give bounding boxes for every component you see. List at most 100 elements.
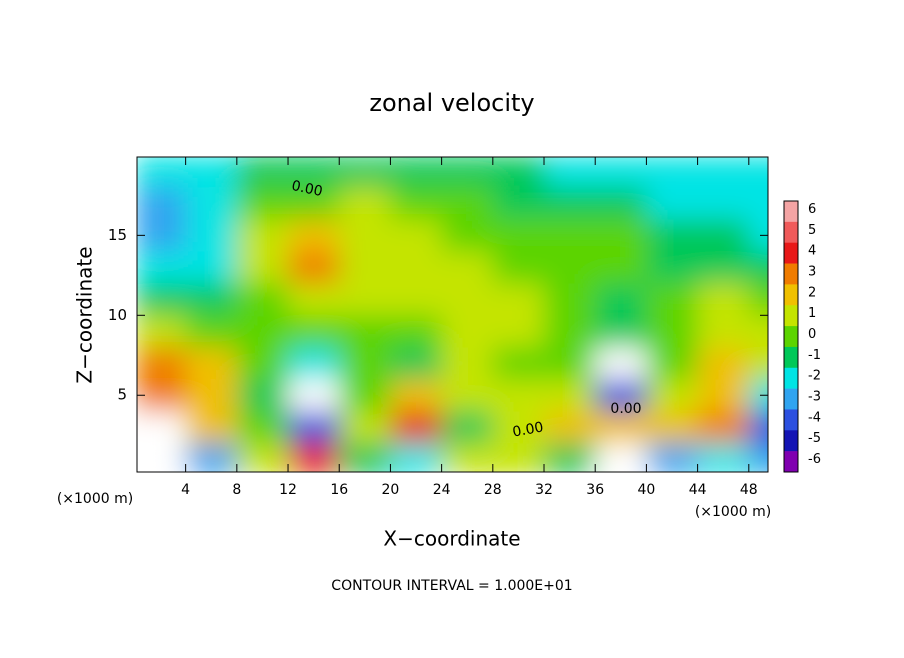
contour-label: 0.00 (511, 419, 544, 440)
field-cell (595, 379, 647, 412)
field-cell (544, 283, 596, 316)
field-cell (137, 379, 187, 412)
field-cell (339, 157, 391, 188)
field-cell (339, 283, 391, 316)
field-cell (441, 443, 494, 472)
contour-label: 0.00 (290, 178, 324, 200)
field-cell (390, 379, 443, 412)
field-cell (544, 219, 596, 252)
field-cell (748, 187, 768, 220)
field-cell (748, 283, 768, 316)
field-cell (748, 411, 768, 444)
field-cell (544, 157, 596, 188)
field-cell (595, 157, 647, 188)
field-cell (646, 315, 699, 348)
field-cell (748, 315, 768, 348)
colorbar-label: 3 (808, 264, 816, 279)
field-cell (646, 443, 699, 472)
field-cell (137, 157, 187, 188)
x-tick-label: 8 (232, 482, 241, 498)
field-cell (492, 411, 545, 444)
x-tick-label: 16 (330, 482, 348, 498)
field-cell (595, 347, 647, 380)
x-tick-label: 32 (535, 482, 553, 498)
colorbar-swatch (784, 263, 798, 285)
field-cell (748, 251, 768, 284)
field-cell (646, 411, 699, 444)
field-cell (236, 251, 289, 284)
x-tick-label: 28 (484, 482, 502, 498)
colorbar-label: 1 (808, 306, 816, 321)
field-cell (441, 347, 494, 380)
field-cell (137, 411, 187, 444)
field-cell (288, 187, 340, 220)
field-cell (288, 315, 340, 348)
field-cell (185, 379, 238, 412)
x-tick-label: 24 (433, 482, 451, 498)
field-cell (646, 379, 699, 412)
field-cell (697, 187, 750, 220)
x-unit-label: (×1000 m) (695, 504, 771, 520)
colorbar-swatch (784, 242, 798, 264)
field-cell (748, 379, 768, 412)
field-cell (185, 411, 238, 444)
colorbar-label: 0 (808, 327, 816, 342)
plot-frame (136, 156, 769, 473)
field-cell (236, 315, 289, 348)
field-cell (339, 219, 391, 252)
field-cell (595, 411, 647, 444)
x-tick-label: 44 (689, 482, 707, 498)
contour-label: 0.00 (610, 401, 641, 417)
colorbar-frame (783, 200, 799, 473)
field-cell (390, 157, 443, 188)
field-cell (544, 187, 596, 220)
field-cell (339, 411, 391, 444)
colorbar-swatch (784, 367, 798, 389)
field-cell (390, 187, 443, 220)
y-tick-label: 10 (108, 306, 127, 324)
field-cell (595, 219, 647, 252)
field-cell (492, 379, 545, 412)
y-axis-label: Z−coordinate (73, 246, 97, 383)
field-cell (137, 347, 187, 380)
field-cell (390, 315, 443, 348)
field-cell (441, 251, 494, 284)
colorbar-swatch (784, 430, 798, 452)
field-cell (492, 219, 545, 252)
field-cell (697, 251, 750, 284)
field-cell (288, 283, 340, 316)
field-cell (441, 411, 494, 444)
field-cell (492, 347, 545, 380)
colorbar-label: -3 (808, 390, 821, 405)
field-cell (390, 347, 443, 380)
field-cell (595, 315, 647, 348)
field-cell (185, 283, 238, 316)
field-cell (236, 219, 289, 252)
field-cell (390, 411, 443, 444)
x-tick-label: 12 (279, 482, 297, 498)
x-unit-label: (×1000 m) (57, 491, 133, 507)
x-tick-label: 4 (181, 482, 190, 498)
field-cell (185, 157, 238, 188)
field-cell (441, 157, 494, 188)
field-cell (137, 283, 187, 316)
field-cell (390, 283, 443, 316)
field-cell (339, 187, 391, 220)
field-cell (544, 315, 596, 348)
field-cell (646, 219, 699, 252)
field-cell (748, 443, 768, 472)
field-cell (390, 443, 443, 472)
colorbar-swatch (784, 284, 798, 306)
field-cell (697, 157, 750, 188)
colorbar-swatch (784, 326, 798, 348)
field-cell (390, 251, 443, 284)
field-cell (492, 187, 545, 220)
field-cell (137, 251, 187, 284)
field-cell (544, 443, 596, 472)
colorbar-label: -4 (808, 410, 821, 425)
field-cell (288, 251, 340, 284)
field-cell (236, 379, 289, 412)
field-cell (288, 157, 340, 188)
colorbar-swatch (784, 346, 798, 369)
